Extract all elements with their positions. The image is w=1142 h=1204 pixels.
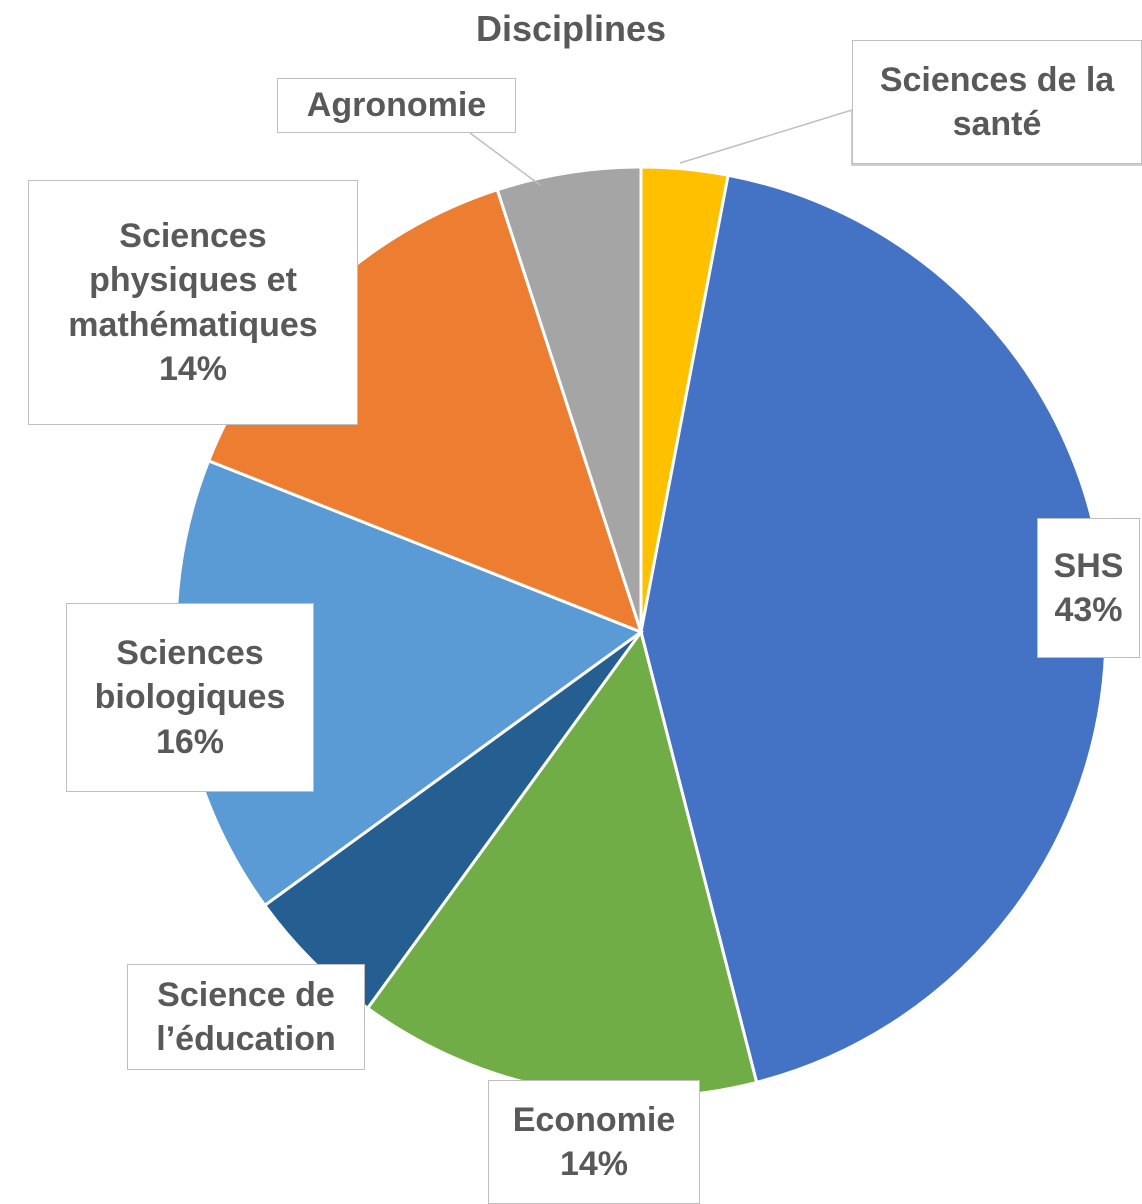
- category-label: Sciences biologiques: [94, 634, 286, 717]
- category-label: Agronomie: [306, 86, 487, 125]
- category-label: Economie: [512, 1100, 676, 1139]
- data-label: Sciences physiques et mathématiques 14%: [28, 180, 358, 425]
- category-label: Science de l’éducation: [156, 975, 336, 1058]
- value-label: 14%: [559, 1145, 629, 1183]
- category-label: Sciences physiques et mathématiques: [68, 217, 318, 344]
- value-label: 43%: [1054, 591, 1123, 629]
- data-label: Science de l’éducation: [127, 690, 365, 1072]
- data-label: Sciences de la santé: [852, 40, 1142, 164]
- category-label: SHS: [1053, 546, 1124, 585]
- data-label: Economie 14%: [488, 1080, 700, 1204]
- value-label: 16%: [155, 722, 225, 761]
- label-frame: Science de l’éducation: [127, 963, 365, 1070]
- value-label: 14%: [158, 349, 228, 388]
- leader-line: [469, 132, 541, 186]
- data-label: SHS 43%: [1037, 518, 1140, 658]
- pie-slice: [495, 165, 643, 633]
- data-label: Agronomie: [277, 78, 516, 133]
- chart-title: Disciplines: [475, 8, 667, 49]
- category-label: Sciences de la santé: [879, 60, 1115, 143]
- pie-slice: [262, 630, 643, 1011]
- data-label: Sciences biologiques 16%: [66, 603, 314, 792]
